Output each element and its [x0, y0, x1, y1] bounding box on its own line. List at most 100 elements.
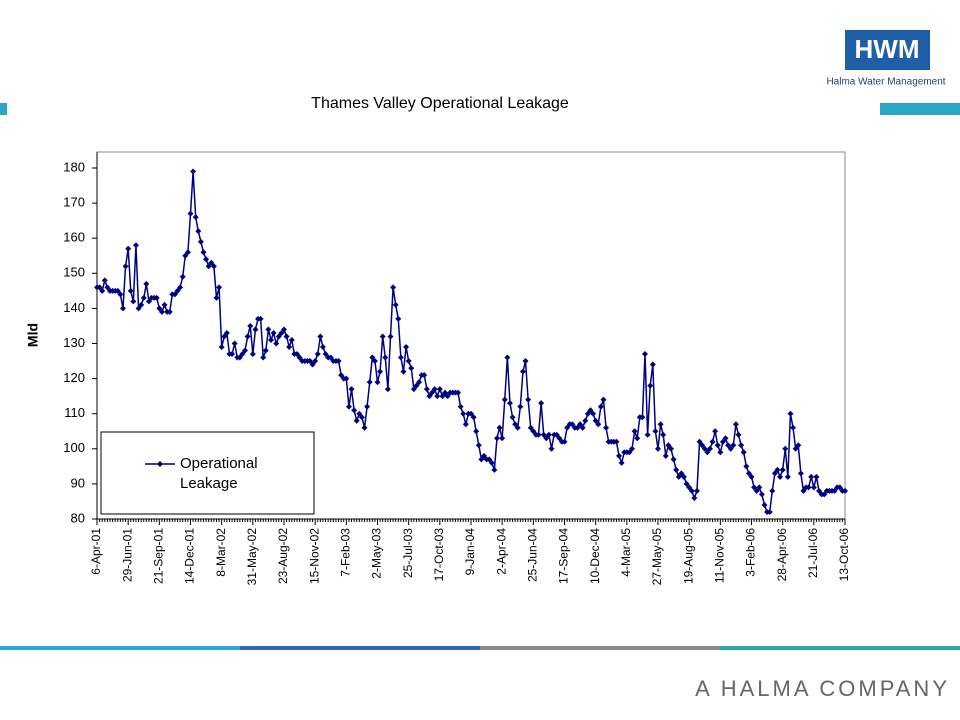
data-point — [667, 445, 674, 452]
data-point — [797, 470, 804, 477]
tagline: Halma Water Management — [826, 77, 945, 88]
data-point — [652, 428, 659, 435]
data-point — [525, 396, 532, 403]
data-point — [460, 410, 467, 417]
data-point — [717, 449, 724, 456]
data-point — [218, 344, 225, 351]
data-point — [377, 368, 384, 375]
legend-label: Operational Leakage — [180, 455, 262, 492]
data-point — [540, 431, 547, 438]
x-tick-label: 23-Aug-02 — [276, 528, 290, 584]
data-point — [216, 284, 223, 291]
data-point — [782, 445, 789, 452]
data-point — [278, 329, 285, 336]
data-point — [569, 421, 576, 428]
data-point — [351, 407, 358, 414]
data-point — [548, 445, 555, 452]
data-point — [395, 315, 402, 322]
data-point — [545, 431, 552, 438]
data-point — [371, 358, 378, 365]
data-point — [535, 431, 542, 438]
data-point — [816, 487, 823, 494]
data-point — [766, 508, 773, 515]
data-point — [795, 442, 802, 449]
data-point — [784, 473, 791, 480]
y-axis-label: Mld — [25, 323, 41, 347]
data-point — [242, 347, 249, 354]
data-point — [423, 386, 430, 393]
data-point — [236, 354, 243, 361]
data-point — [706, 445, 713, 452]
data-point — [455, 389, 462, 396]
x-tick-label: 19-Aug-05 — [681, 528, 695, 584]
data-point — [143, 280, 150, 287]
x-tick-label: 2-May-03 — [370, 528, 384, 579]
data-point — [288, 336, 295, 343]
data-point — [405, 358, 412, 365]
logo-box — [845, 30, 930, 70]
accent — [880, 103, 960, 115]
data-point — [587, 407, 594, 414]
data-point — [293, 351, 300, 358]
data-point — [247, 322, 254, 329]
x-tick-label: 7-Feb-03 — [339, 528, 353, 577]
data-point — [223, 329, 230, 336]
data-point — [655, 445, 661, 452]
data-point — [413, 382, 420, 389]
data-point — [831, 487, 838, 494]
data-point — [538, 400, 545, 407]
data-point — [439, 393, 446, 400]
data-point — [616, 452, 623, 459]
data-point — [265, 326, 272, 333]
data-point — [122, 263, 129, 270]
data-point — [468, 410, 474, 417]
data-point — [442, 389, 449, 396]
data-point — [317, 333, 324, 340]
y-tick-label: 140 — [63, 300, 85, 315]
data-point — [480, 452, 487, 459]
data-point — [584, 410, 591, 417]
data-point — [379, 333, 386, 340]
data-point — [577, 421, 584, 428]
data-point — [758, 491, 765, 498]
data-point — [153, 294, 160, 301]
x-tick-label: 2-Apr-04 — [494, 528, 508, 575]
x-tick-label: 11-Nov-05 — [713, 528, 727, 583]
data-point — [719, 438, 726, 445]
x-tick-label: 31-May-02 — [245, 528, 259, 586]
data-point — [787, 410, 794, 417]
data-point — [629, 445, 636, 452]
x-tick-label: 8-Mar-02 — [214, 528, 228, 577]
data-point — [161, 301, 168, 308]
data-point — [275, 333, 282, 340]
data-point — [714, 442, 721, 449]
data-point — [132, 242, 139, 249]
y-tick-label: 80 — [71, 510, 85, 525]
data-point — [343, 375, 350, 382]
data-point — [306, 358, 313, 365]
data-point — [135, 305, 142, 312]
data-point — [686, 484, 693, 491]
data-point — [384, 386, 391, 393]
data-point — [657, 421, 664, 428]
data-point — [574, 424, 581, 431]
y-tick-label: 110 — [64, 405, 85, 420]
data-point — [268, 336, 275, 343]
data-point — [506, 400, 513, 407]
data-point — [319, 344, 326, 351]
data-point — [753, 487, 760, 494]
data-point — [345, 403, 352, 410]
data-point — [174, 287, 181, 294]
data-point — [470, 414, 477, 421]
data-point — [374, 379, 381, 386]
data-point — [493, 435, 500, 442]
data-point — [680, 473, 687, 480]
data-point — [486, 456, 493, 463]
data-point — [184, 249, 191, 256]
data-point — [260, 354, 267, 361]
data-point — [660, 431, 667, 438]
data-point — [177, 284, 184, 291]
x-tick-label: 15-Nov-02 — [307, 528, 321, 584]
data-point — [462, 421, 469, 428]
